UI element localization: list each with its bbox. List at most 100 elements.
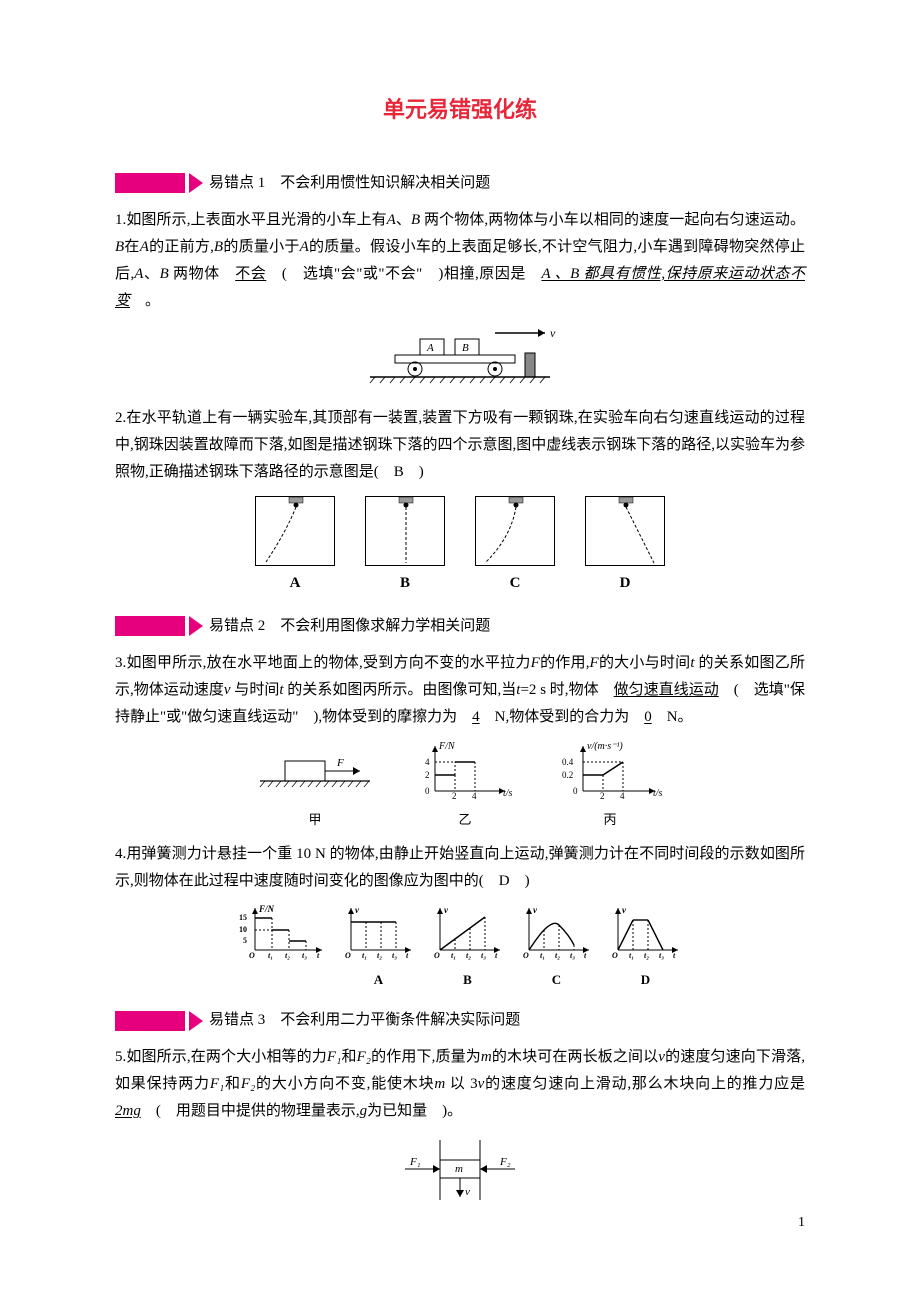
- x2: 2: [600, 791, 605, 801]
- t2: t₂: [644, 951, 649, 960]
- q5-t2: 和: [341, 1049, 356, 1065]
- t: t: [584, 951, 587, 960]
- q5-g: g: [360, 1103, 368, 1119]
- v-label: v: [465, 1186, 470, 1198]
- tag-box-icon: [115, 173, 185, 193]
- q4-label-c: C: [519, 968, 594, 991]
- q3-F2: F: [590, 655, 599, 671]
- q4-label-d: D: [608, 968, 683, 991]
- y10: 10: [239, 925, 247, 934]
- t: t: [495, 951, 498, 960]
- q1-t5: 的正前方,: [149, 239, 214, 255]
- y-axis: F/N: [258, 905, 275, 914]
- q2-label-d: D: [585, 570, 665, 597]
- q3-t10: N。: [652, 709, 693, 725]
- q3-t5: 与时间: [231, 682, 280, 698]
- y5: 5: [243, 936, 247, 945]
- q3-t2: 的作用,: [540, 655, 590, 671]
- q5-t1: 5.如图所示,在两个大小相等的力: [115, 1049, 327, 1065]
- q2-panel-d: D: [585, 496, 665, 597]
- y15: 15: [239, 913, 247, 922]
- y0: 0: [573, 786, 578, 796]
- q5-F1b: F₁: [210, 1076, 224, 1092]
- tag-1: 易错点 1 不会利用惯性知识解决相关问题: [115, 170, 805, 197]
- q1-B: B: [411, 212, 420, 228]
- q5-t8: 以 3: [445, 1076, 477, 1092]
- figure-q3: F 甲 F/N t/s 4 2 0 2 4: [115, 741, 805, 832]
- tag-1-label: 易错点 1 不会利用惯性知识解决相关问题: [209, 170, 490, 197]
- q2-tail: ): [404, 464, 424, 480]
- q1-answer-1: 不会: [235, 266, 266, 282]
- q2-text: 2.在水平轨道上有一辆实验车,其顶部有一装置,装置下方吸有一颗钢珠,在实验车向右…: [115, 410, 805, 480]
- q2-panel-c: C: [475, 496, 555, 597]
- question-5: 5.如图所示,在两个大小相等的力F₁和F₂的作用下,质量为m的木块可在两长板之间…: [115, 1044, 805, 1125]
- box-B: B: [462, 342, 469, 354]
- q4-option-c: v O t₁ t₂ t₃ t C: [519, 905, 594, 991]
- O: O: [249, 951, 255, 960]
- x-axis: t/s: [503, 788, 513, 799]
- page-number: 1: [798, 1210, 805, 1235]
- q3-sub-1: F 甲: [255, 751, 375, 832]
- q4-main-graph: F/N 15 10 5 O t₁ t₂ t₃ t: [237, 905, 327, 991]
- t3: t₃: [302, 951, 307, 960]
- v-label: v: [550, 326, 556, 340]
- q1-t3: 两个物体,两物体与小车以相同的速度一起向右匀速运动。: [420, 212, 805, 228]
- figure-q4: F/N 15 10 5 O t₁ t₂ t₃ t: [115, 905, 805, 991]
- t2: t₂: [377, 951, 382, 960]
- x4: 4: [620, 791, 625, 801]
- x2: 2: [452, 791, 457, 801]
- y-axis: F/N: [438, 741, 456, 752]
- tag-3-label: 易错点 3 不会利用二力平衡条件解决实际问题: [209, 1007, 520, 1034]
- q3-answer-2: 4: [472, 709, 480, 725]
- q3-sub-2-label: 乙: [415, 808, 515, 831]
- question-2: 2.在水平轨道上有一辆实验车,其顶部有一装置,装置下方吸有一颗钢珠,在实验车向右…: [115, 405, 805, 486]
- tag-flag-icon: [189, 173, 203, 193]
- q1-t4: 在: [124, 239, 140, 255]
- t2: t₂: [466, 951, 471, 960]
- O: O: [523, 951, 529, 960]
- q2-panel-b: B: [365, 496, 445, 597]
- q4-text: 4.用弹簧测力计悬挂一个重 10 N 的物体,由静止开始竖直向上运动,弹簧测力计…: [115, 846, 805, 889]
- t: t: [673, 951, 676, 960]
- q3-sub-3: v/(m·s⁻¹) t/s 0.4 0.2 0 2 4 丙: [555, 741, 665, 832]
- q5-t3: 的作用下,质量为: [371, 1049, 481, 1065]
- F1-label: F₁: [409, 1156, 421, 1168]
- q1-t8: 、: [143, 266, 159, 282]
- x4: 4: [472, 791, 477, 801]
- q5-m2: m: [434, 1076, 445, 1092]
- v-axis: v: [355, 905, 360, 915]
- question-4: 4.用弹簧测力计悬挂一个重 10 N 的物体,由静止开始竖直向上运动,弹簧测力计…: [115, 841, 805, 895]
- v-axis: v: [533, 905, 538, 915]
- q5-F1: F₁: [327, 1049, 341, 1065]
- q3-t3: 的大小与时间: [599, 655, 691, 671]
- q3-v: v: [224, 682, 231, 698]
- t1: t₁: [540, 951, 545, 960]
- t2: t₂: [555, 951, 560, 960]
- q5-t6: 和: [224, 1076, 241, 1092]
- t1: t₁: [362, 951, 367, 960]
- q3-t6: 的关系如图丙所示。由图像可知,当: [284, 682, 517, 698]
- page-title: 单元易错强化练: [115, 90, 805, 130]
- q4-option-b: v O t₁ t₂ t₃ t B: [430, 905, 505, 991]
- q4-option-d: v O t₁ t₂ t₃ t D: [608, 905, 683, 991]
- F-label: F: [336, 757, 344, 769]
- q3-t9: N,物体受到的合力为: [480, 709, 645, 725]
- q1-A: A: [387, 212, 396, 228]
- q3-sub-3-label: 丙: [555, 808, 665, 831]
- q4-label-a: A: [341, 968, 416, 991]
- q4-tail: ): [510, 873, 530, 889]
- q1-B3: B: [214, 239, 223, 255]
- tag-box-icon: [115, 1011, 185, 1031]
- q4-label-b: B: [430, 968, 505, 991]
- question-3: 3.如图甲所示,放在水平地面上的物体,受到方向不变的水平拉力F的作用,F的大小与…: [115, 650, 805, 731]
- q5-answer: 2mg: [115, 1103, 141, 1119]
- q1-B2: B: [115, 239, 124, 255]
- q1-t11: 。: [130, 293, 160, 309]
- tag-2: 易错点 2 不会利用图像求解力学相关问题: [115, 613, 805, 640]
- q3-answer-1: 做匀速直线运动: [614, 682, 719, 698]
- F2-label: F₂: [499, 1156, 511, 1168]
- q5-t11: 为已知量 )。: [367, 1103, 462, 1119]
- O: O: [434, 951, 440, 960]
- q1-A2: A: [140, 239, 149, 255]
- q3-sub-2: F/N t/s 4 2 0 2 4 乙: [415, 741, 515, 832]
